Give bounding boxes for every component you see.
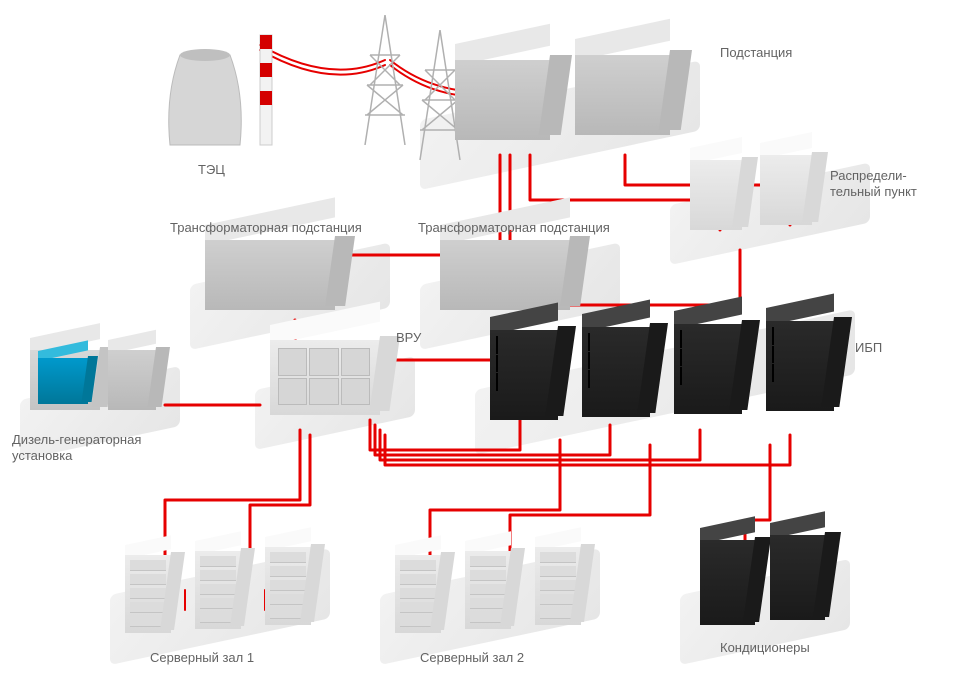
label-ups: ИБП (855, 340, 882, 356)
label-vru: ВРУ (396, 330, 421, 346)
label-dist_point: Распредели- тельный пункт (830, 168, 917, 199)
vru-cabinet (270, 340, 400, 420)
label-diesel: Дизель-генераторная установка (12, 432, 141, 463)
server-hall-1-rack-2 (195, 551, 255, 633)
tec-plant (155, 25, 305, 165)
ups-rack-4 (766, 321, 852, 416)
diesel-gen-side (108, 350, 170, 414)
diesel-gen-unit (38, 358, 98, 407)
dist-cabinet-1 (690, 160, 758, 234)
server-hall-2-rack-3 (535, 547, 595, 629)
label-server1: Серверный зал 1 (150, 650, 254, 666)
substation-1 (455, 60, 572, 146)
conditioner-1 (700, 540, 771, 629)
server-hall-2-rack-2 (465, 551, 525, 633)
transformer-sub-1 (205, 240, 355, 315)
ups-rack-2 (582, 327, 668, 422)
label-server2: Серверный зал 2 (420, 650, 524, 666)
transformer-sub-2 (440, 240, 590, 315)
conditioner-2 (770, 535, 841, 624)
label-trans_sub_2: Трансформаторная подстанция (418, 220, 610, 236)
server-hall-2-rack-1 (395, 555, 455, 637)
dist-cabinet-2 (760, 155, 828, 229)
ups-rack-1 (490, 330, 576, 425)
substation-2 (575, 55, 692, 141)
label-substation: Подстанция (720, 45, 792, 61)
server-hall-1-rack-1 (125, 555, 185, 637)
ups-rack-3 (674, 324, 760, 419)
label-tec: ТЭЦ (198, 162, 225, 178)
label-cond: Кондиционеры (720, 640, 810, 656)
label-trans_sub_1: Трансформаторная подстанция (170, 220, 362, 236)
server-hall-1-rack-3 (265, 547, 325, 629)
